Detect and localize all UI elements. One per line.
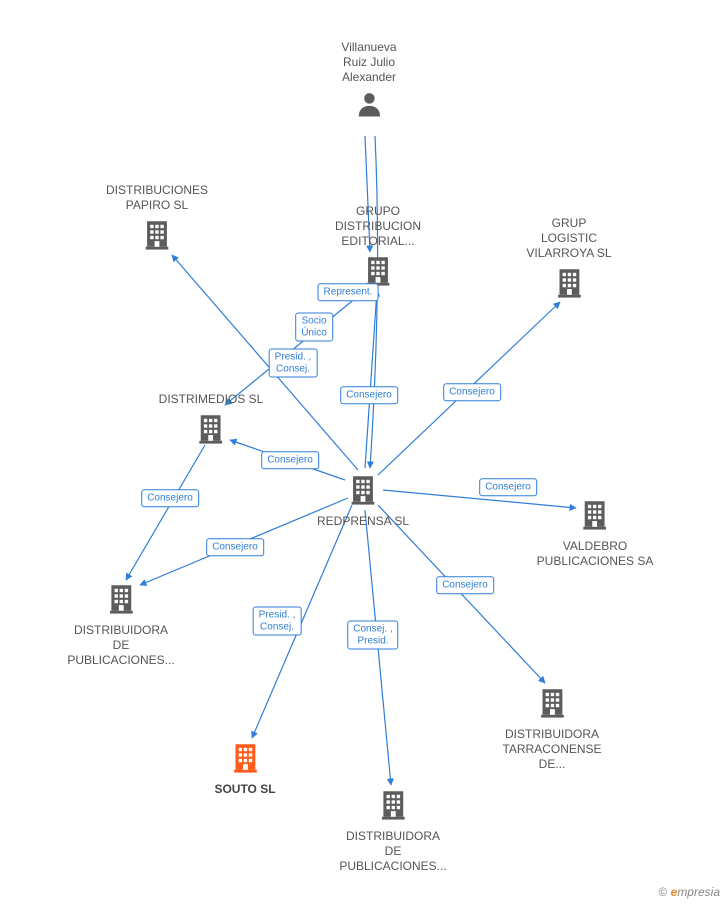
edge-label: Socio Único [295,313,333,342]
node-label: Villanueva Ruiz Julio Alexander [341,40,396,85]
edge [378,505,545,683]
building-icon [578,497,612,535]
copyright: © empresia [658,885,720,899]
brand-rest: mpresia [677,885,720,899]
node-label: DISTRIBUIDORA DE PUBLICACIONES... [67,623,174,668]
node-label: DISTRIMEDIOS SL [159,392,264,407]
node-label: DISTRIBUIDORA TARRACONENSE DE... [502,727,601,772]
node-valdebro[interactable]: VALDEBRO PUBLICACIONES SA [537,497,654,569]
edge-label: Consejero [261,451,319,469]
node-label: GRUP LOGISTIC VILARROYA SL [526,216,611,261]
building-icon [346,472,380,510]
person-icon [354,89,384,123]
building-icon [552,265,586,303]
node-papiro[interactable]: DISTRIBUCIONES PAPIRO SL [106,183,208,255]
node-distribuidora2[interactable]: DISTRIBUIDORA DE PUBLICACIONES... [339,787,446,874]
edge-label: Presid. , Consej. [253,607,302,636]
copyright-symbol: © [658,885,667,899]
edge-label: Presid. , Consej. [269,349,318,378]
node-label: REDPRENSA SL [317,514,409,529]
node-label: DISTRIBUIDORA DE PUBLICACIONES... [339,829,446,874]
edge-label: Consejero [206,538,264,556]
node-souto[interactable]: SOUTO SL [214,740,275,797]
node-distribuidora1[interactable]: DISTRIBUIDORA DE PUBLICACIONES... [67,581,174,668]
edge-label: Consej. , Presid. [347,621,398,650]
node-grupo[interactable]: GRUPO DISTRIBUCION EDITORIAL... [335,204,421,291]
node-person1[interactable]: Villanueva Ruiz Julio Alexander [341,40,396,123]
edge-label: Consejero [340,386,398,404]
node-label: SOUTO SL [214,782,275,797]
node-tarraconense[interactable]: DISTRIBUIDORA TARRACONENSE DE... [502,685,601,772]
edge [126,445,205,580]
edge-label: Consejero [141,489,199,507]
node-label: VALDEBRO PUBLICACIONES SA [537,539,654,569]
building-icon [140,217,174,255]
edge-label: Consejero [436,576,494,594]
node-label: DISTRIBUCIONES PAPIRO SL [106,183,208,213]
edge-label: Consejero [443,383,501,401]
node-distrimedios[interactable]: DISTRIMEDIOS SL [159,392,264,449]
building-icon [104,581,138,619]
network-diagram: Villanueva Ruiz Julio Alexander DISTRIBU… [0,0,728,905]
edge-label: Consejero [479,478,537,496]
building-icon [194,411,228,449]
building-icon [535,685,569,723]
node-label: GRUPO DISTRIBUCION EDITORIAL... [335,204,421,249]
edges-layer [0,0,728,905]
edge-label: Represent. [318,283,379,301]
node-grup_log[interactable]: GRUP LOGISTIC VILARROYA SL [526,216,611,303]
building-icon [376,787,410,825]
node-redprensa[interactable]: REDPRENSA SL [317,472,409,529]
building-icon [228,740,262,778]
